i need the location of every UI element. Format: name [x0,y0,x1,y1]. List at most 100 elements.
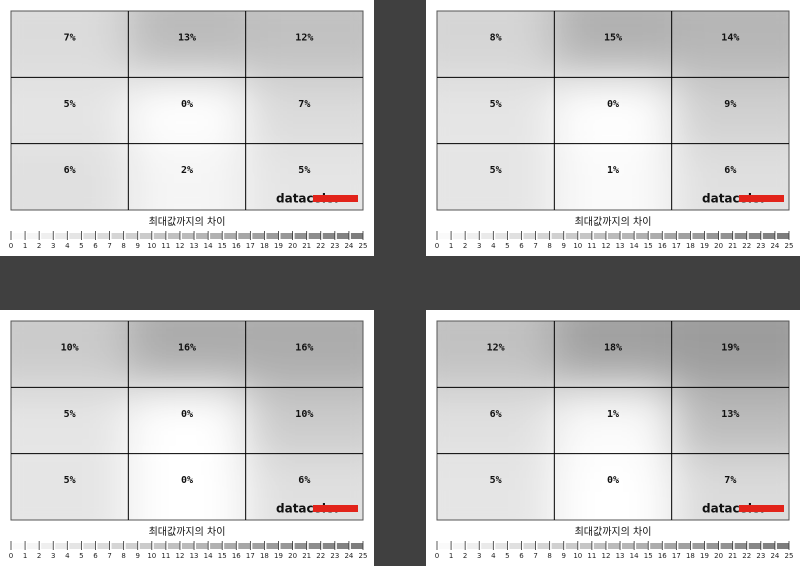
scale-label: 2 [463,552,467,560]
cell-label: 5% [64,475,76,486]
scale-label: 6 [519,242,524,250]
scale-label: 24 [344,552,353,560]
scale-block [678,543,691,549]
scale-block [181,543,195,549]
scale-block [439,233,452,239]
scale-block [537,233,550,239]
scale-label: 12 [601,242,610,250]
cell-shade [11,143,129,210]
scale-label: 17 [246,552,255,560]
scale-block [467,233,480,239]
cell-label: 1% [607,409,619,420]
scale-block [593,543,606,549]
scale-label: 16 [232,552,241,560]
scale-block [636,233,649,239]
scale-label: 19 [274,242,283,250]
scale-block [280,233,293,239]
scale-block [509,543,522,549]
cell-label: 14% [721,33,739,44]
scale-label: 2 [463,242,467,250]
scale-label: 24 [770,552,779,560]
scale-block [280,543,293,549]
cell-label: 9% [724,99,736,110]
scale-block [266,233,279,239]
cell-shade [437,11,555,78]
cell-label: 5% [490,475,502,486]
scale-label: 5 [79,242,83,250]
cell-shade [128,143,246,210]
cell-shade [11,321,129,388]
scale-block [776,233,789,239]
cell-shade [437,143,555,210]
scale-label: 23 [330,552,339,560]
scale-label: 4 [65,552,70,560]
scale-label: 8 [121,242,125,250]
cell-shade [554,77,672,144]
scale-block [551,233,564,239]
scale-block [238,233,251,239]
scale-label: 7 [107,552,111,560]
cell-shade [671,77,789,144]
scale-label: 9 [135,242,139,250]
scale-block [322,233,335,239]
scale-block [69,233,82,239]
cell-label: 18% [604,343,622,354]
scale-label: 20 [288,242,297,250]
scale-block [27,543,40,549]
scale-block [238,543,251,549]
scale-label: 7 [533,242,537,250]
scale-label: 16 [658,552,667,560]
scale-block [748,233,761,239]
scale-block [210,233,223,239]
scale-label: 20 [288,552,297,560]
scale-block [266,543,279,549]
cell-shade [245,11,363,78]
scale-block [125,543,138,549]
scale-label: 18 [686,242,695,250]
map [11,11,363,210]
scale-block [167,233,180,239]
scale-block [97,233,110,239]
scale-block [41,543,54,549]
scale-label: 2 [37,552,41,560]
cell-label: 7% [64,33,76,44]
cell-shade [245,77,363,144]
cell-label: 0% [181,475,193,486]
scale-block [481,543,494,549]
scale-block [706,543,719,549]
cell-label: 7% [298,99,310,110]
scale-block [495,543,508,549]
scale-label: 10 [573,242,582,250]
cell-label: 0% [181,99,193,110]
cell-label: 12% [487,343,505,354]
cell-label: 13% [721,409,739,420]
scale-label: 14 [204,242,213,250]
scale-label: 17 [672,552,681,560]
scale-label: 19 [700,242,709,250]
scale-label: 2 [37,242,41,250]
cell-label: 1% [607,165,619,176]
scale-label: 14 [204,552,213,560]
scale-block [678,233,691,239]
logo-bar [313,195,358,202]
cell-label: 12% [295,33,313,44]
cell-shade [554,321,672,388]
scale-label: 20 [714,242,723,250]
cell-shade [437,321,555,388]
scale-label: 18 [260,242,269,250]
scale-label: 21 [728,242,737,250]
scale-block [622,543,635,549]
scale-block [650,543,663,549]
caption: 최대값까지의 차이 [149,216,226,228]
scale-label: 25 [785,242,794,250]
scale-label: 10 [147,552,156,560]
scale-label: 25 [785,552,794,560]
scale-block [224,233,237,239]
scale-block [593,233,606,239]
scale-block [13,543,26,549]
cell-label: 13% [178,33,196,44]
scale-label: 3 [477,552,481,560]
